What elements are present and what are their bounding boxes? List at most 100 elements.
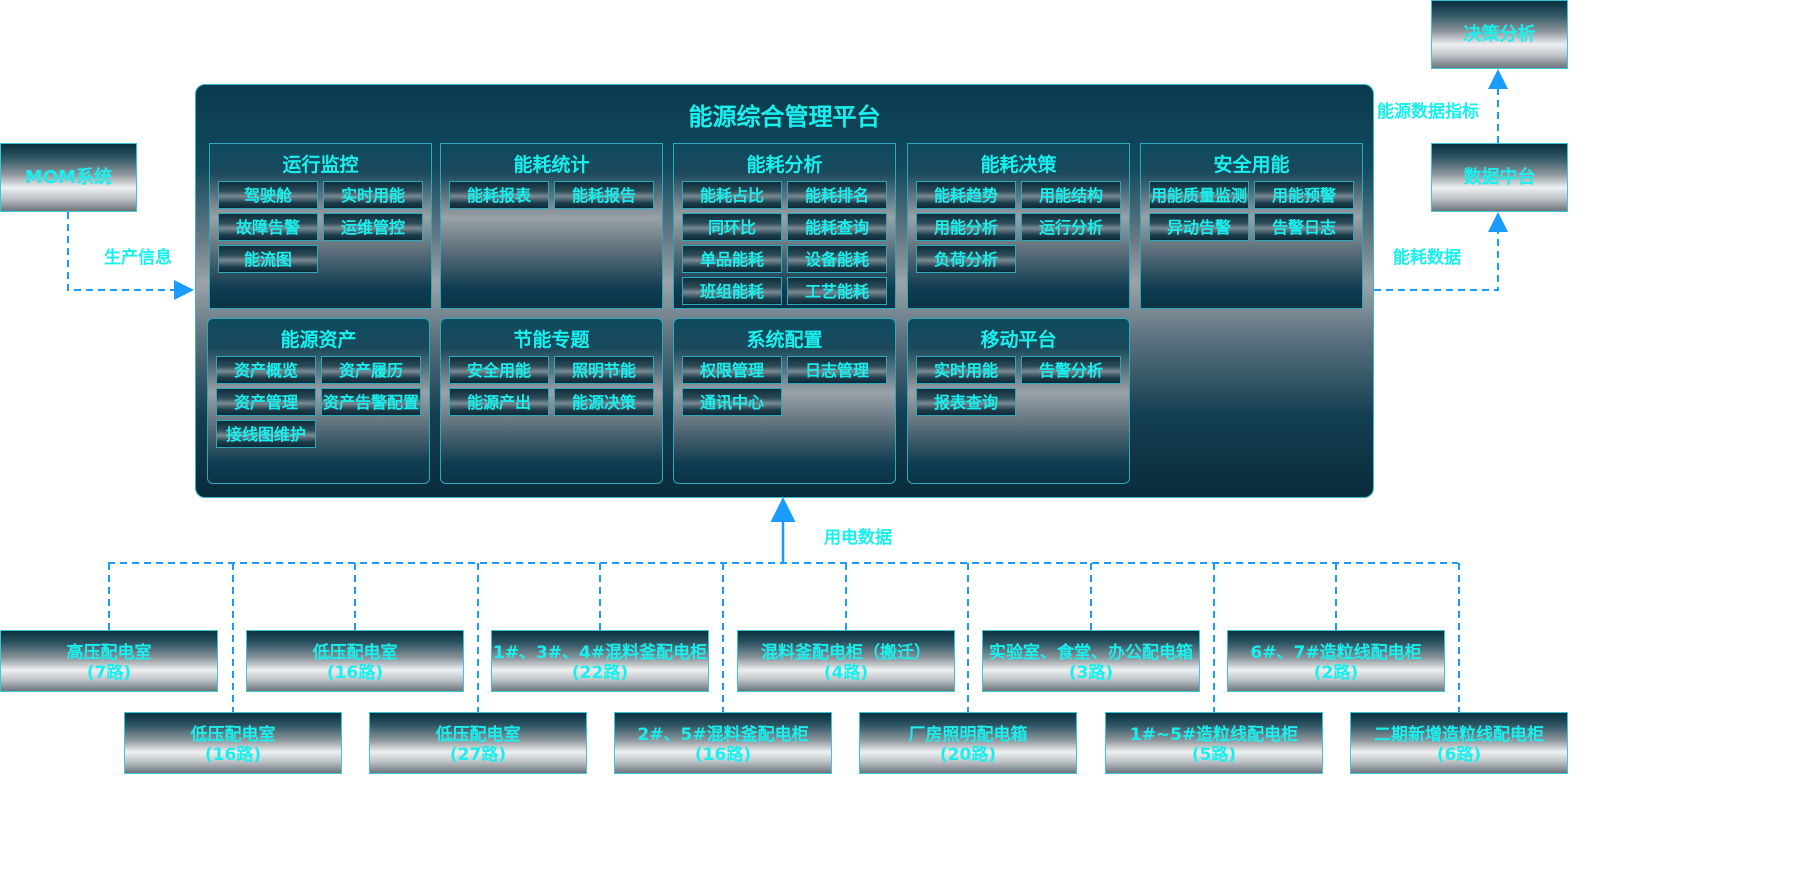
source-name: 厂房照明配电箱 bbox=[908, 725, 1028, 745]
module-item-button[interactable]: 能耗排名 bbox=[787, 181, 887, 209]
module-item-button[interactable]: 通讯中心 bbox=[682, 388, 782, 416]
module-system-config: 系统配置权限管理 日志管理 通讯中心 bbox=[673, 318, 896, 484]
power-source-box: 1#、3#、4#混料釜配电柜 (22路) bbox=[491, 630, 709, 692]
mom-to-platform-line bbox=[67, 212, 194, 300]
source-count: (27路) bbox=[449, 745, 507, 765]
source-count: (6路) bbox=[1436, 745, 1482, 765]
power-source-box: 低压配电室 (16路) bbox=[246, 630, 464, 692]
source-name: 低压配电室 bbox=[190, 725, 276, 745]
module-item-button[interactable]: 运维管控 bbox=[323, 213, 423, 241]
module-safe-energy: 安全用能用能质量监测 用能预警 异动告警 告警日志 bbox=[1140, 143, 1363, 309]
source-name: 2#、5#混料釜配电柜 bbox=[637, 725, 809, 745]
module-item-button[interactable]: 资产告警配置 bbox=[321, 388, 421, 416]
module-item-button[interactable]: 能耗占比 bbox=[682, 181, 782, 209]
module-item-button[interactable]: 实时用能 bbox=[916, 356, 1016, 384]
module-item-button[interactable]: 设备能耗 bbox=[787, 245, 887, 273]
source-count: (16路) bbox=[326, 663, 384, 683]
decision-analysis-box: 决策分析 bbox=[1431, 0, 1568, 69]
power-source-box: 高压配电室 (7路) bbox=[0, 630, 218, 692]
module-title: 能耗分析 bbox=[746, 154, 823, 176]
source-name: 6#、7#造粒线配电柜 bbox=[1250, 643, 1422, 663]
module-item-button[interactable]: 同环比 bbox=[682, 213, 782, 241]
module-item-button[interactable]: 异动告警 bbox=[1149, 213, 1249, 241]
power-source-box: 低压配电室 (16路) bbox=[124, 712, 342, 774]
module-operation-monitoring: 运行监控驾驶舱 实时用能 故障告警 运维管控 能流图 bbox=[209, 143, 432, 309]
module-item-button[interactable]: 资产概览 bbox=[216, 356, 316, 384]
module-item-button[interactable]: 能耗趋势 bbox=[916, 181, 1016, 209]
module-title: 节能专题 bbox=[513, 329, 590, 351]
source-name: 高压配电室 bbox=[66, 643, 152, 663]
module-item-button[interactable]: 能流图 bbox=[218, 245, 318, 273]
power-source-box: 实验室、食堂、办公配电箱 (3路) bbox=[982, 630, 1200, 692]
module-item-button[interactable]: 报表查询 bbox=[916, 388, 1016, 416]
power-source-box: 低压配电室 (27路) bbox=[369, 712, 587, 774]
module-item-button[interactable]: 用能预警 bbox=[1254, 181, 1354, 209]
module-item-button[interactable]: 告警分析 bbox=[1021, 356, 1121, 384]
module-item-button[interactable]: 权限管理 bbox=[682, 356, 782, 384]
source-name: 实验室、食堂、办公配电箱 bbox=[989, 643, 1193, 663]
platform-title: 能源综合管理平台 bbox=[688, 103, 881, 131]
source-name: 低压配电室 bbox=[312, 643, 398, 663]
module-energy-assets: 能源资产资产概览 资产履历 资产管理 资产告警配置 接线图维护 bbox=[207, 318, 430, 484]
module-item-button[interactable]: 资产管理 bbox=[216, 388, 316, 416]
power-source-box: 1#~5#造粒线配电柜 (5路) bbox=[1105, 712, 1323, 774]
module-item-button[interactable]: 用能分析 bbox=[916, 213, 1016, 241]
module-title: 安全用能 bbox=[1213, 154, 1290, 176]
production-info-label: 生产信息 bbox=[104, 248, 172, 268]
power-data-label: 用电数据 bbox=[824, 528, 892, 548]
module-item-button[interactable]: 照明节能 bbox=[554, 356, 654, 384]
source-count: (3路) bbox=[1068, 663, 1114, 683]
source-name: 1#、3#、4#混料釜配电柜 bbox=[492, 643, 708, 663]
module-energy-saving: 节能专题安全用能 照明节能 能源产出 能源决策 bbox=[440, 318, 663, 484]
source-count: (16路) bbox=[204, 745, 262, 765]
source-count: (2路) bbox=[1313, 663, 1359, 683]
module-title: 能耗决策 bbox=[980, 154, 1057, 176]
module-title: 系统配置 bbox=[746, 329, 823, 351]
data-center-box: 数据中台 bbox=[1431, 143, 1568, 212]
power-source-box: 6#、7#造粒线配电柜 (2路) bbox=[1227, 630, 1445, 692]
module-item-button[interactable]: 单品能耗 bbox=[682, 245, 782, 273]
module-item-button[interactable]: 能耗查询 bbox=[787, 213, 887, 241]
source-count: (16路) bbox=[694, 745, 752, 765]
source-name: 1#~5#造粒线配电柜 bbox=[1129, 725, 1299, 745]
source-name: 二期新增造粒线配电柜 bbox=[1374, 725, 1544, 745]
module-item-button[interactable]: 日志管理 bbox=[787, 356, 887, 384]
module-item-button[interactable]: 安全用能 bbox=[449, 356, 549, 384]
platform-to-datacenter-line bbox=[1374, 212, 1508, 291]
module-item-button[interactable]: 运行分析 bbox=[1021, 213, 1121, 241]
source-count: (5路) bbox=[1191, 745, 1237, 765]
module-item-button[interactable]: 故障告警 bbox=[218, 213, 318, 241]
module-item-button[interactable]: 接线图维护 bbox=[216, 420, 316, 448]
mom-system-box: MOM系统 bbox=[0, 143, 137, 212]
module-item-button[interactable]: 能耗报表 bbox=[449, 181, 549, 209]
source-count: (7路) bbox=[86, 663, 132, 683]
module-title: 能耗统计 bbox=[513, 154, 590, 176]
module-item-button[interactable]: 能耗报告 bbox=[554, 181, 654, 209]
module-energy-decision: 能耗决策能耗趋势 用能结构 用能分析 运行分析 负荷分析 bbox=[907, 143, 1130, 309]
source-name: 混料釜配电柜（搬迁） bbox=[761, 643, 931, 663]
module-item-button[interactable]: 能源产出 bbox=[449, 388, 549, 416]
module-item-button[interactable]: 驾驶舱 bbox=[218, 181, 318, 209]
module-energy-analysis: 能耗分析能耗占比 能耗排名 同环比 能耗查询 单品能耗 设备能耗 班组能耗 工艺能耗 bbox=[673, 143, 896, 309]
module-title: 运行监控 bbox=[282, 154, 359, 176]
source-name: 低压配电室 bbox=[435, 725, 521, 745]
module-item-button[interactable]: 工艺能耗 bbox=[787, 277, 887, 305]
module-item-button[interactable]: 班组能耗 bbox=[682, 277, 782, 305]
module-item-button[interactable]: 用能结构 bbox=[1021, 181, 1121, 209]
energy-data-label: 能耗数据 bbox=[1393, 248, 1461, 268]
power-source-box: 混料釜配电柜（搬迁） (4路) bbox=[737, 630, 955, 692]
power-source-box: 二期新增造粒线配电柜 (6路) bbox=[1350, 712, 1568, 774]
energy-indicators-label: 能源数据指标 bbox=[1377, 102, 1479, 122]
module-item-button[interactable]: 用能质量监测 bbox=[1149, 181, 1249, 209]
source-count: (4路) bbox=[823, 663, 869, 683]
module-item-button[interactable]: 负荷分析 bbox=[916, 245, 1016, 273]
module-item-button[interactable]: 实时用能 bbox=[323, 181, 423, 209]
module-item-button[interactable]: 资产履历 bbox=[321, 356, 421, 384]
module-energy-statistics: 能耗统计能耗报表 能耗报告 bbox=[440, 143, 663, 309]
module-mobile-platform: 移动平台 实时用能 告警分析 报表查询 bbox=[907, 318, 1130, 484]
module-item-button[interactable]: 告警日志 bbox=[1254, 213, 1354, 241]
power-source-box: 2#、5#混料釜配电柜 (16路) bbox=[614, 712, 832, 774]
module-item-button[interactable]: 能源决策 bbox=[554, 388, 654, 416]
module-title: 能源资产 bbox=[280, 329, 357, 351]
